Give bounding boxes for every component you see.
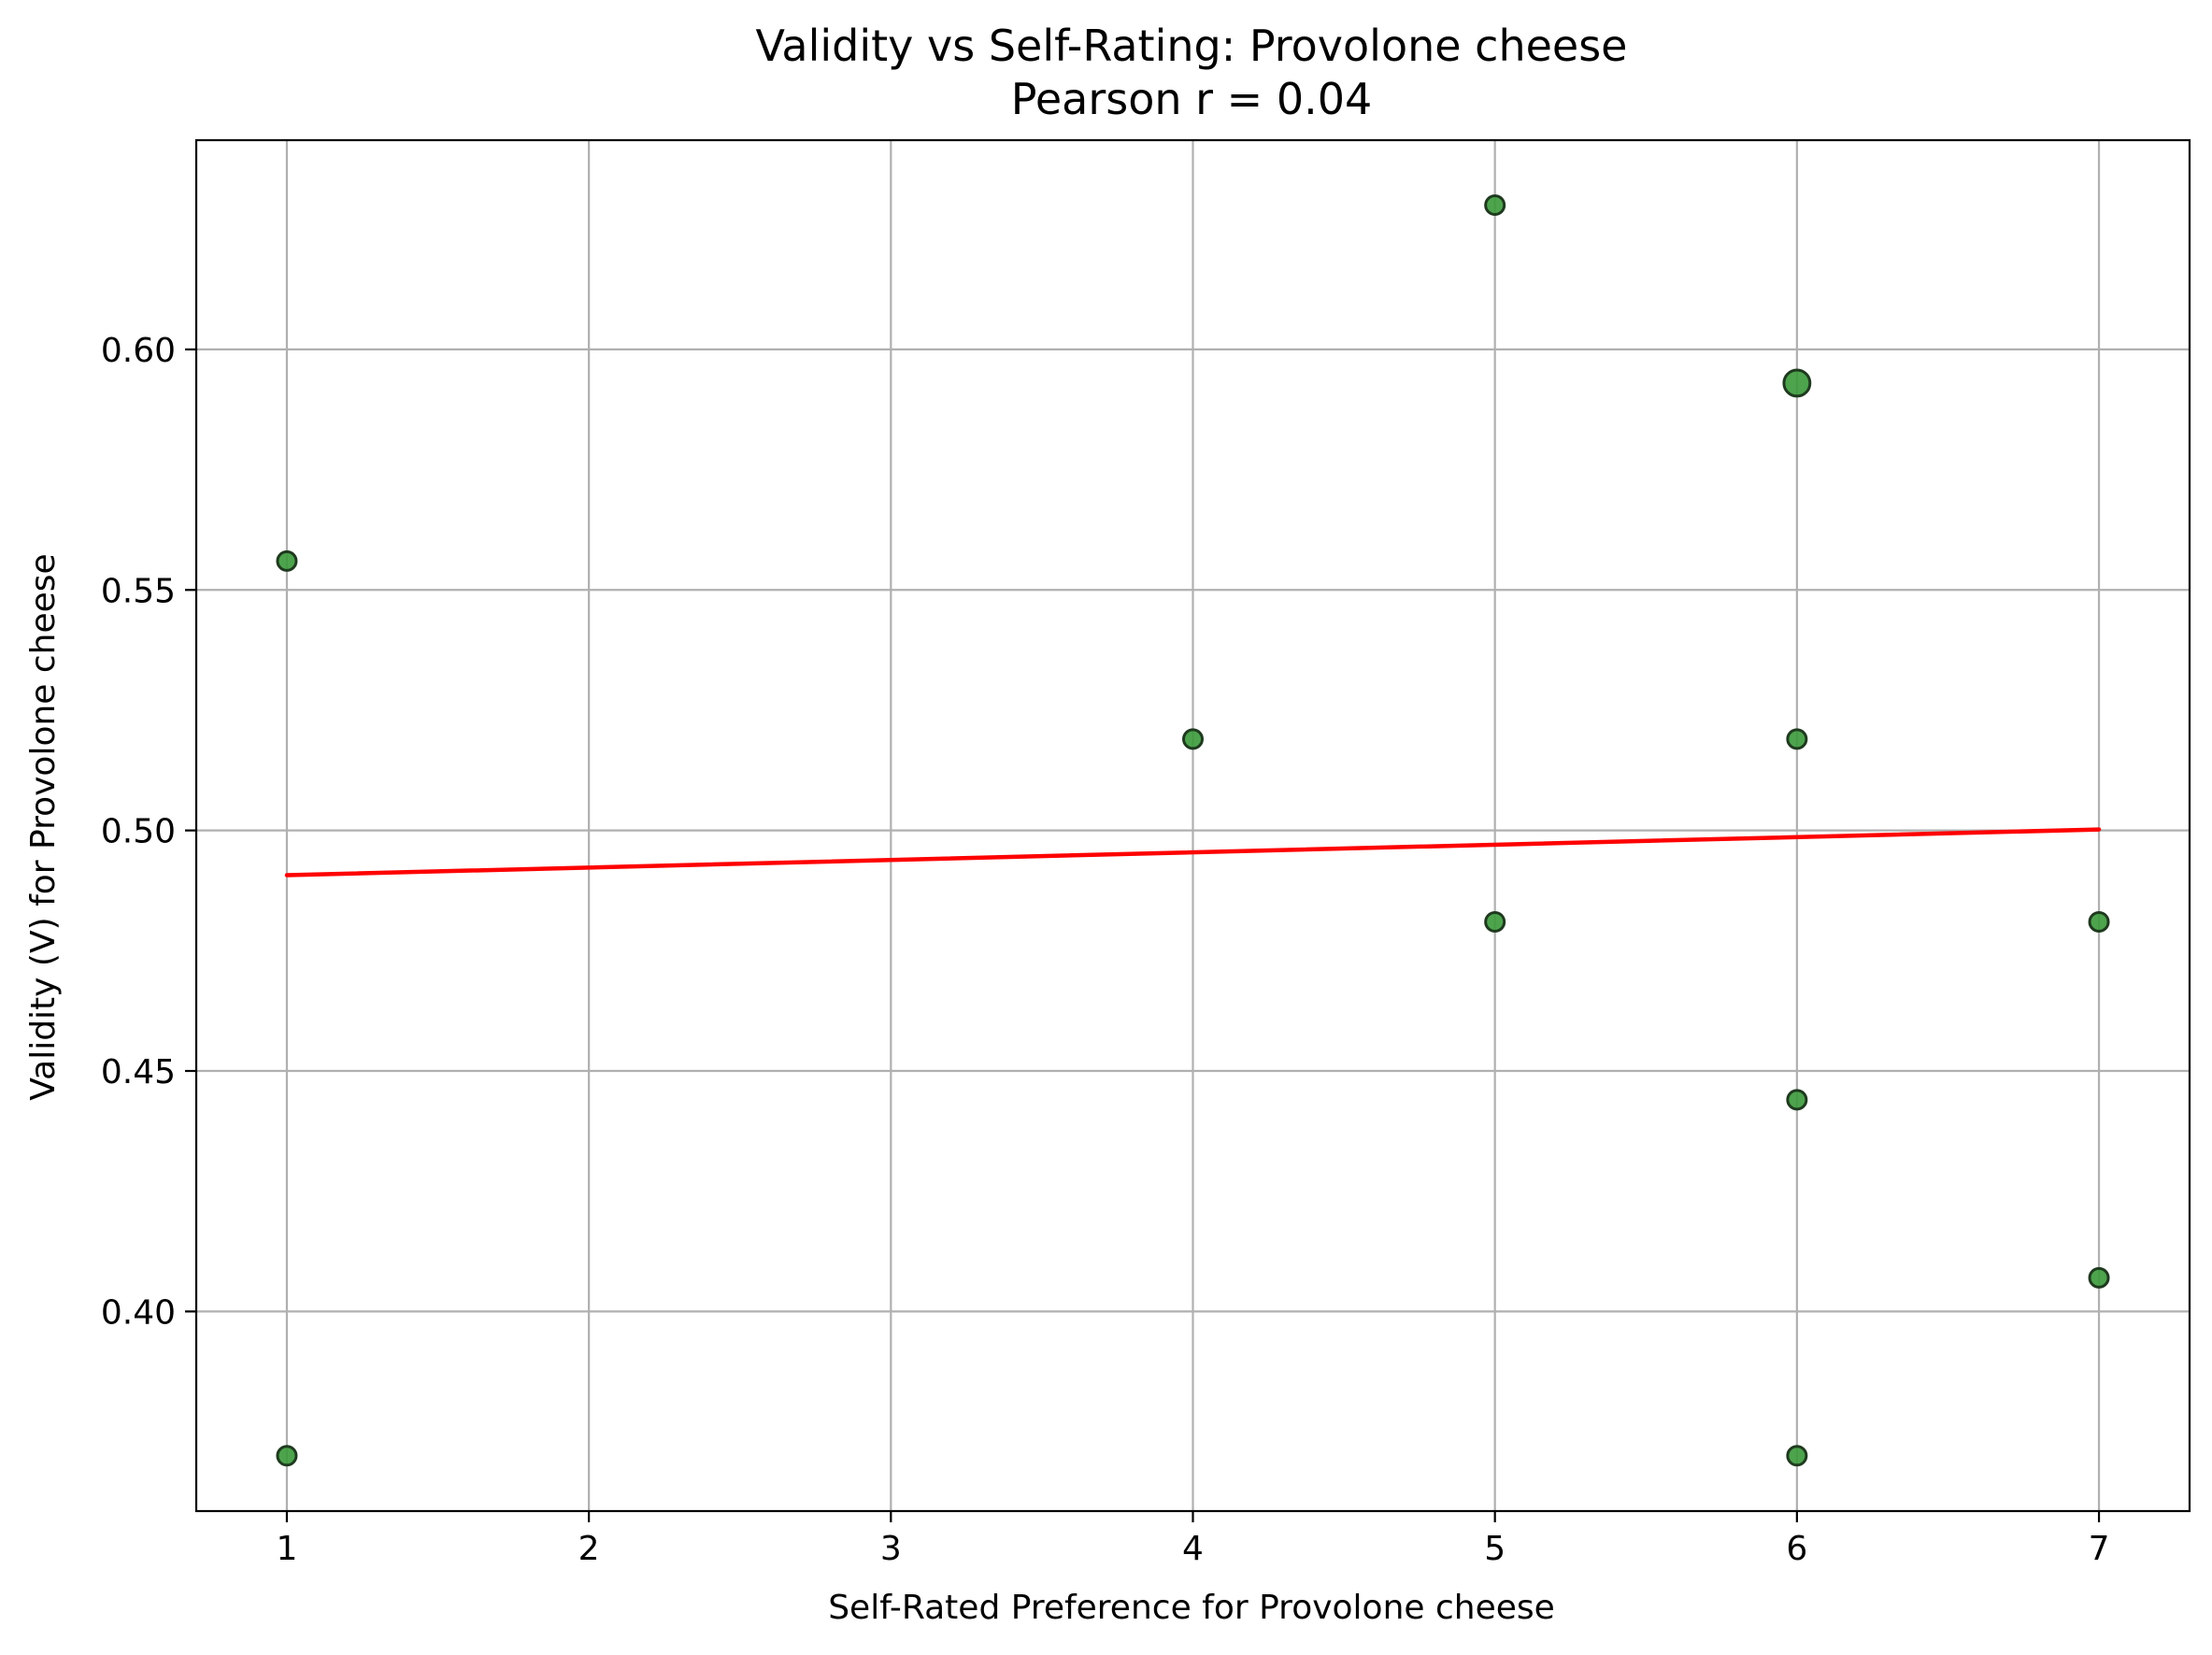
y-tick-label: 0.55: [101, 572, 176, 610]
x-tick-label: 3: [880, 1530, 902, 1568]
y-tick-label: 0.50: [101, 813, 176, 851]
data-point: [1484, 193, 1506, 216]
data-point: [1484, 910, 1506, 933]
x-tick-label: 4: [1182, 1530, 1204, 1568]
data-point: [276, 549, 298, 572]
data-point: [1786, 728, 1808, 750]
data-point: [2088, 1266, 2110, 1289]
data-point: [1786, 1089, 1808, 1111]
y-tick-label: 0.60: [101, 332, 176, 370]
x-tick-label: 1: [277, 1530, 298, 1568]
axis-ticks: 1 2 3 4 5 6 7 0.40 0.45 0.50 0.55 0.60: [101, 332, 2110, 1568]
x-tick-label: 7: [2089, 1530, 2110, 1568]
data-point: [1782, 368, 1812, 398]
x-tick-label: 6: [1786, 1530, 1807, 1568]
y-axis-label: Validity (V) for Provolone cheese: [24, 553, 63, 1100]
trend-line: [284, 827, 2102, 877]
grid-lines: [196, 140, 2190, 1511]
chart-title: Validity vs Self-Rating: Provolone chees…: [756, 21, 1628, 71]
y-tick-label: 0.40: [101, 1293, 176, 1332]
x-axis-label: Self-Rated Preference for Provolone chee…: [828, 1589, 1555, 1627]
data-points: [276, 193, 2110, 1467]
x-tick-label: 2: [578, 1530, 600, 1568]
chart-subtitle: Pearson r = 0.04: [1011, 74, 1373, 124]
x-tick-label: 5: [1484, 1530, 1506, 1568]
data-point: [2088, 910, 2110, 933]
trend-line-layer: [284, 827, 2102, 877]
data-point: [1786, 1445, 1808, 1467]
data-point: [276, 1445, 298, 1467]
data-point: [1182, 728, 1204, 750]
y-tick-label: 0.45: [101, 1053, 176, 1091]
